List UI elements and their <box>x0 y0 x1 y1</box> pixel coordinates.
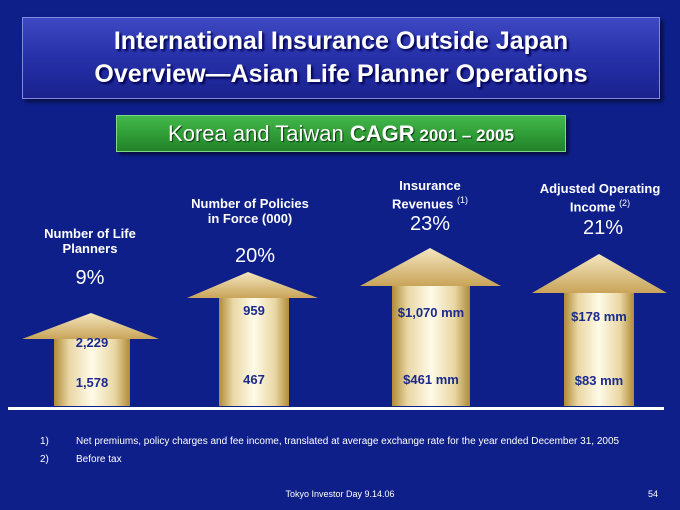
footnote-2-number: 2) <box>40 454 49 465</box>
subtitle-box: Korea and Taiwan CAGR 2001 – 2005 <box>116 115 566 152</box>
arrow-operating-income <box>532 254 667 406</box>
label-life-planners: Number of Life Planners <box>20 226 160 256</box>
label-revenues-line1: Insurance <box>399 178 461 193</box>
footnote-1: 1) Net premiums, policy charges and fee … <box>40 436 660 450</box>
subtitle-region: Korea and Taiwan <box>168 121 350 146</box>
cagr-revenues: 23% <box>409 213 451 235</box>
value-2001-policies: 467 <box>243 372 265 387</box>
arrow-policies <box>187 272 318 406</box>
label-operating-income-line1: Adjusted Operating <box>539 181 661 196</box>
value-2005-life-planners: 2,229 <box>75 335 109 350</box>
subtitle-metric: CAGR <box>349 121 415 146</box>
slide-title-box: International Insurance Outside Japan Ov… <box>22 17 660 99</box>
value-2005-revenues: $1,070 mm <box>397 305 465 320</box>
label-policies: Number of Policies in Force (000) <box>170 196 330 226</box>
label-revenues-line2: Revenues <box>391 196 454 212</box>
footnote-1-number: 1) <box>40 436 49 447</box>
arrow-life-planners <box>22 313 159 406</box>
value-2001-operating-income: $83 mm <box>574 373 624 388</box>
footnote-2-text: Before tax <box>76 454 122 465</box>
arrow-revenues <box>360 248 501 406</box>
footer-event: Tokyo Investor Day 9.14.06 <box>285 489 395 499</box>
cagr-life-planners: 9% <box>75 267 105 289</box>
value-2005-policies: 959 <box>243 303 265 318</box>
value-2005-operating-income: $178 mm <box>571 309 627 324</box>
value-2001-revenues: $461 mm <box>403 372 459 387</box>
cagr-operating-income: 21% <box>582 217 624 239</box>
chart-baseline <box>8 407 664 410</box>
label-policies-line2: in Force (000) <box>207 211 293 226</box>
slide-title-line2: Overview—Asian Life Planner Operations <box>94 60 588 88</box>
label-policies-line1: Number of Policies <box>191 196 309 211</box>
label-life-planners-line1: Number of Life <box>44 226 136 241</box>
cagr-policies: 20% <box>234 245 276 267</box>
page-number: 54 <box>648 489 659 499</box>
label-life-planners-line2: Planners <box>62 241 118 256</box>
label-operating-income: Adjusted Operating Income (2) <box>520 181 680 214</box>
label-revenues: Insurance Revenues (1) <box>360 178 500 211</box>
footnote-1-text: Net premiums, policy charges and fee inc… <box>76 436 620 447</box>
subtitle-years: 2001 – 2005 <box>414 126 514 145</box>
label-operating-income-line2: Income <box>569 199 616 215</box>
label-operating-income-footnote-ref: (2) <box>619 198 631 208</box>
value-2001-life-planners: 1,578 <box>75 375 109 390</box>
footnote-2: 2) Before tax <box>40 454 660 468</box>
slide-title-line1: International Insurance Outside Japan <box>113 27 569 55</box>
label-revenues-footnote-ref: (1) <box>457 195 469 205</box>
